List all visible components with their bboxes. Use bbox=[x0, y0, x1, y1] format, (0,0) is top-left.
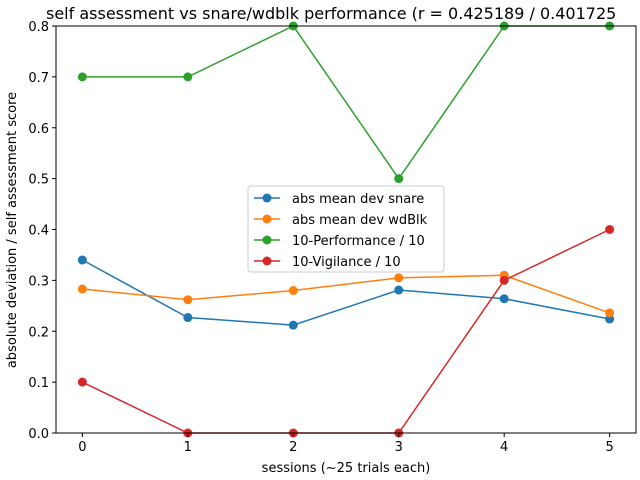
x-tick-label: 2 bbox=[289, 440, 297, 455]
y-tick-label: 0.2 bbox=[28, 325, 49, 340]
data-point-abs-mean-dev-snare bbox=[77, 255, 87, 265]
x-tick-label: 4 bbox=[500, 440, 508, 455]
legend-entry: 10-Performance / 10 bbox=[292, 234, 425, 249]
legend: abs mean dev snare abs mean dev wdBlk 10-P… bbox=[247, 185, 445, 273]
data-point-abs-mean-dev-wdblk bbox=[77, 284, 87, 294]
x-axis: 0 1 2 3 4 5 bbox=[78, 433, 614, 455]
y-axis-label: absolute deviation / self assessment sco… bbox=[5, 92, 20, 368]
y-tick-label: 0.4 bbox=[28, 224, 49, 239]
data-point-10-performance-10 bbox=[183, 72, 193, 82]
data-point-abs-mean-dev-snare bbox=[183, 313, 193, 323]
data-point-10-performance-10 bbox=[77, 72, 87, 82]
y-tick-label: 0.8 bbox=[28, 20, 49, 35]
series-line-abs-mean-dev-snare bbox=[82, 259, 610, 326]
x-tick-label: 0 bbox=[78, 440, 86, 455]
y-tick-label: 0.0 bbox=[28, 427, 49, 442]
y-tick-label: 0.7 bbox=[28, 71, 49, 86]
x-tick-label: 5 bbox=[605, 440, 613, 455]
legend-entry: abs mean dev wdBlk bbox=[292, 213, 428, 228]
chart-title: self assessment vs snare/wdblk performan… bbox=[46, 4, 616, 23]
legend-swatch-marker bbox=[262, 256, 272, 266]
series-line-abs-mean-dev-wdblk bbox=[82, 274, 610, 314]
data-point-abs-mean-dev-wdblk bbox=[288, 286, 298, 296]
data-point-abs-mean-dev-snare bbox=[499, 294, 509, 304]
legend-swatch-marker bbox=[262, 235, 272, 245]
legend-box bbox=[247, 185, 445, 273]
legend-entry: abs mean dev snare bbox=[292, 192, 424, 207]
data-point-abs-mean-dev-wdblk bbox=[605, 308, 615, 318]
data-point-10-performance-10 bbox=[394, 174, 404, 184]
y-tick-label: 0.1 bbox=[28, 376, 49, 391]
data-point-abs-mean-dev-snare bbox=[394, 285, 404, 295]
y-tick-label: 0.5 bbox=[28, 173, 49, 188]
legend-swatch-marker bbox=[262, 214, 272, 224]
legend-entry: 10-Vigilance / 10 bbox=[292, 255, 401, 270]
x-axis-label: sessions (~25 trials each) bbox=[262, 461, 431, 476]
y-tick-label: 0.3 bbox=[28, 274, 49, 289]
series-line-10-performance-10 bbox=[82, 25, 610, 180]
y-axis: 0.0 0.1 0.2 0.3 0.4 0.5 0.6 0.7 0.8 bbox=[28, 20, 56, 442]
data-point-10-vigilance-10 bbox=[499, 275, 509, 285]
x-tick-label: 1 bbox=[184, 440, 192, 455]
data-point-abs-mean-dev-wdblk bbox=[394, 273, 404, 283]
x-tick-label: 3 bbox=[395, 440, 403, 455]
y-tick-label: 0.6 bbox=[28, 122, 49, 137]
legend-swatch-marker bbox=[262, 193, 272, 203]
data-point-10-vigilance-10 bbox=[77, 377, 87, 387]
data-point-abs-mean-dev-wdblk bbox=[183, 295, 193, 305]
data-point-10-vigilance-10 bbox=[605, 225, 615, 234]
data-point-abs-mean-dev-snare bbox=[288, 320, 298, 330]
